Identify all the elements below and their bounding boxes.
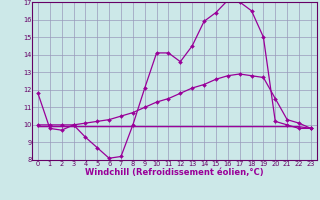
X-axis label: Windchill (Refroidissement éolien,°C): Windchill (Refroidissement éolien,°C) <box>85 168 264 177</box>
